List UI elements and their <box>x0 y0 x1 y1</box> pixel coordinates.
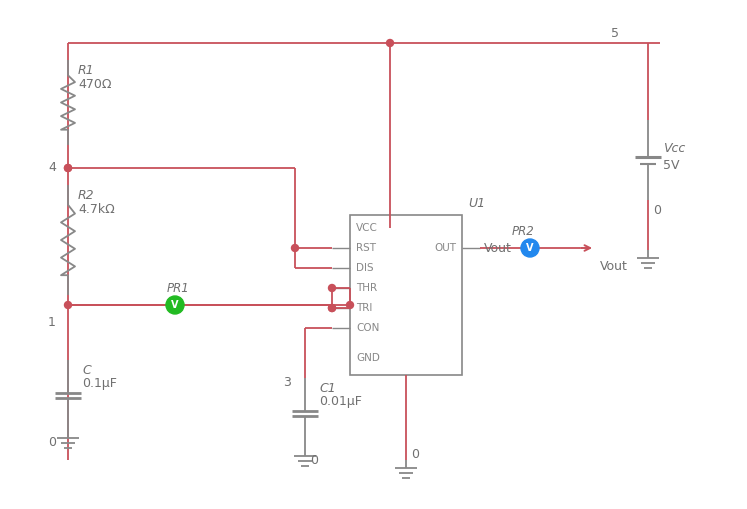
Text: 4: 4 <box>48 160 56 174</box>
Text: GND: GND <box>356 353 380 363</box>
Text: R1: R1 <box>78 64 95 76</box>
Text: U1: U1 <box>468 196 485 210</box>
Text: 1: 1 <box>48 317 56 329</box>
Circle shape <box>329 304 335 312</box>
Text: CON: CON <box>356 323 379 333</box>
Text: Vcc: Vcc <box>663 142 685 155</box>
Text: 0: 0 <box>48 436 56 448</box>
Text: 0: 0 <box>411 448 419 462</box>
Text: 0.01μF: 0.01μF <box>319 395 362 409</box>
Text: TRI: TRI <box>356 303 372 313</box>
Text: C: C <box>82 363 90 377</box>
Text: DIS: DIS <box>356 263 374 273</box>
Circle shape <box>329 304 335 312</box>
Circle shape <box>64 164 72 172</box>
Circle shape <box>166 296 184 314</box>
Circle shape <box>64 301 72 308</box>
Text: VCC: VCC <box>356 223 378 233</box>
Circle shape <box>291 244 299 251</box>
Text: PR2: PR2 <box>512 224 535 238</box>
Circle shape <box>386 40 394 46</box>
Text: C1: C1 <box>319 382 335 394</box>
Circle shape <box>64 164 72 172</box>
Text: 470Ω: 470Ω <box>78 77 111 91</box>
Text: Vout: Vout <box>484 241 512 254</box>
Text: OUT: OUT <box>434 243 456 253</box>
Text: 0.1μF: 0.1μF <box>82 378 117 390</box>
Text: V: V <box>526 243 534 253</box>
Text: Vout: Vout <box>600 260 628 272</box>
Circle shape <box>521 239 539 257</box>
Text: 5: 5 <box>611 26 619 40</box>
Text: 4.7kΩ: 4.7kΩ <box>78 203 115 215</box>
Circle shape <box>347 301 353 308</box>
Text: R2: R2 <box>78 188 95 202</box>
Text: 0: 0 <box>310 454 318 467</box>
Circle shape <box>329 285 335 292</box>
Text: 5V: 5V <box>663 158 680 172</box>
Text: PR1: PR1 <box>167 281 190 295</box>
Bar <box>350 215 462 375</box>
Text: V: V <box>171 300 179 310</box>
Text: 0: 0 <box>653 204 661 216</box>
Text: RST: RST <box>356 243 376 253</box>
Text: THR: THR <box>356 283 377 293</box>
Text: 3: 3 <box>283 377 291 389</box>
